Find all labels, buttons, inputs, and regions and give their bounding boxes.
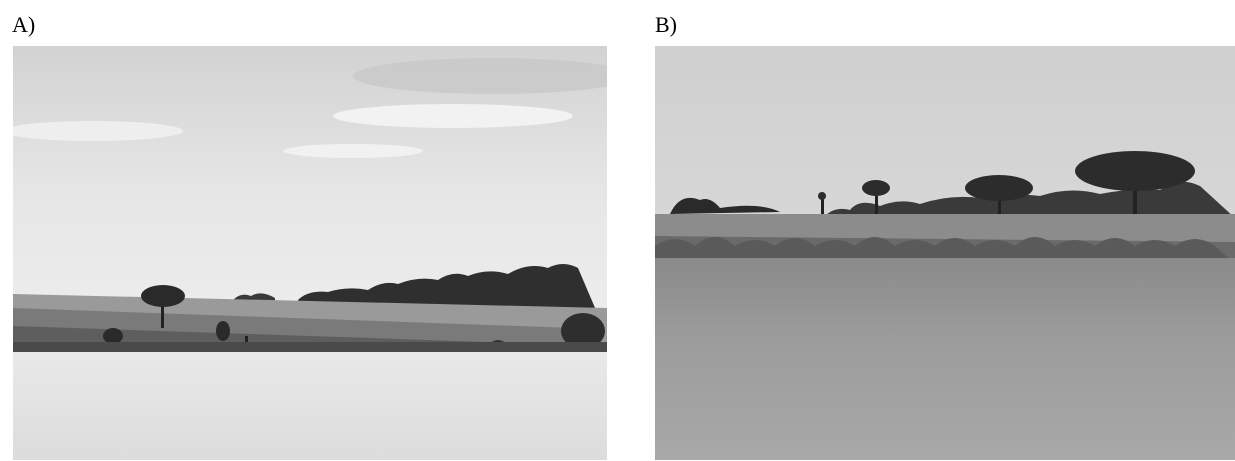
panel-label-a: A): [12, 12, 36, 37]
photo-b-lake-landscape: [655, 46, 1235, 460]
photo-b-svg: [655, 46, 1235, 460]
panel-label-b: B): [655, 12, 677, 37]
photo-a-svg: [13, 46, 607, 460]
photo-a-lake-landscape: [13, 46, 607, 460]
